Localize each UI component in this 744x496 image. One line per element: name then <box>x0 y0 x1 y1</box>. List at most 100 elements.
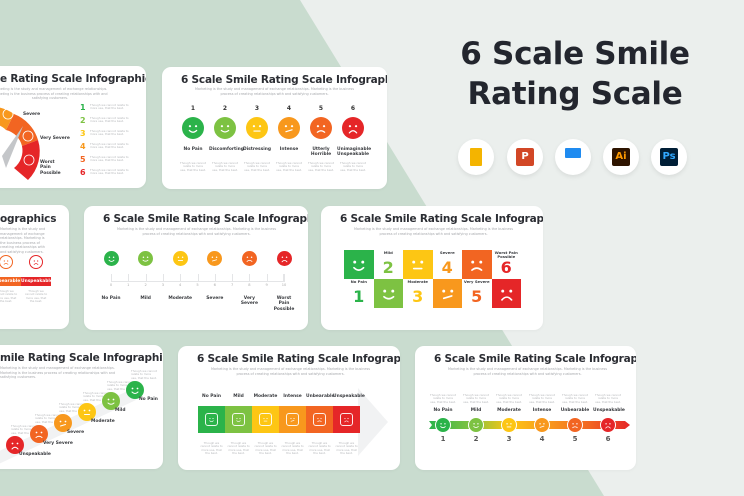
ruler-tick-label: 7 <box>230 283 234 287</box>
ruler-tick <box>145 274 147 282</box>
card-title: 6 Scale Smile Rating Scale Infographics <box>434 353 636 365</box>
face-icon <box>310 117 332 139</box>
powerpoint-icon: P <box>516 148 534 166</box>
scale-number: 4 <box>286 105 292 112</box>
card-subtitle: Marketing is the study and management of… <box>0 227 46 254</box>
card-title: e Rating Scale Infographics <box>0 73 146 85</box>
face-icon <box>172 251 188 266</box>
app-photoshop-button[interactable]: Ps <box>651 139 687 175</box>
scale-label: Very Severe <box>240 296 258 307</box>
gauge-description: Though we cannot relate to more use, tha… <box>90 142 129 150</box>
scale-label: Worst Pain Possible <box>273 296 295 312</box>
scale-number: 2 <box>222 105 228 112</box>
scale-label: No Pain <box>350 279 367 284</box>
scale-number: 3 <box>506 435 512 443</box>
ruler-tick-label: 3 <box>161 283 165 287</box>
ruler-tick <box>284 274 285 282</box>
scale-label: Unbearable <box>306 394 335 399</box>
scale-number: 1 <box>440 435 446 443</box>
scale-description: Though we cannot relate to more use, tha… <box>308 441 331 456</box>
scale-number: 2 <box>382 258 394 277</box>
face-icon <box>103 251 119 266</box>
ruler-tick-label: 6 <box>213 283 216 287</box>
face-icon <box>214 117 236 139</box>
app-keynote-button[interactable] <box>555 139 591 175</box>
arrow-head <box>358 388 388 456</box>
page-title-line-2: Rating Scale <box>467 76 683 112</box>
page-title: 6 Scale Smile Rating Scale <box>440 34 710 114</box>
scale-description: Though we cannot relate to more use, tha… <box>276 161 302 172</box>
ruler-tick <box>197 274 199 282</box>
card-title: mile Rating Scale Infographics <box>0 352 163 364</box>
scale-label: Moderate <box>91 419 115 424</box>
scale-label: Utterly Horrible <box>310 147 332 158</box>
gauge-number: 5 <box>80 155 86 164</box>
scale-label: Unbearable <box>0 277 21 286</box>
scale-label: Intense <box>283 394 302 399</box>
scale-description: Though we cannot relate to more use, tha… <box>335 441 358 456</box>
ruler-tick-label: 10 <box>281 283 287 287</box>
card-bar-partial[interactable]: ographics Marketing is the study and man… <box>0 205 69 329</box>
scale-label: Mild <box>115 408 126 413</box>
card-stairs[interactable]: mile Rating Scale Infographics Marketing… <box>0 345 163 469</box>
scale-label: Very Severe <box>43 441 73 446</box>
ruler-tick <box>266 274 268 282</box>
ruler-tick-label: 0 <box>109 283 113 287</box>
scale-label: Mild <box>470 408 482 413</box>
color-block <box>279 406 306 433</box>
scale-description: Though we cannot relate to more use, tha… <box>35 413 61 424</box>
ruler-tick <box>128 274 130 282</box>
card-line[interactable]: 6 Scale Smile Rating Scale Infographics … <box>415 346 636 470</box>
gauge-segment-worst <box>14 140 40 180</box>
app-illustrator-button[interactable]: Ai <box>603 139 639 175</box>
scale-description: Though we cannot relate to more use, tha… <box>131 369 157 380</box>
color-block <box>373 279 403 308</box>
scale-label: Intense <box>279 147 299 152</box>
scale-label: Distressing <box>242 147 271 152</box>
face-icon <box>126 381 144 399</box>
face-icon <box>30 425 48 443</box>
scale-label: No Pain <box>433 408 453 413</box>
scale-label: Moderate <box>168 296 193 301</box>
scale-label: Severe <box>206 296 224 301</box>
ruler-tick <box>232 274 233 282</box>
card-blocks[interactable]: 6 Scale Smile Rating Scale Infographics … <box>321 206 543 330</box>
card-title: 6 Scale Smile Rating Scale Infographics <box>181 74 387 86</box>
color-block <box>403 250 433 279</box>
scale-label: Unspeakable <box>593 408 625 413</box>
scale-number: 3 <box>254 105 260 112</box>
face-icon <box>6 436 24 454</box>
scale-label: Discomforting <box>209 147 244 152</box>
scale-description: Though we cannot relate to more use, tha… <box>281 441 304 456</box>
ruler-tick-label: 5 <box>196 283 199 287</box>
face-icon <box>501 417 517 433</box>
card-subtitle: Marketing is the study and management of… <box>116 227 277 236</box>
scale-description: Though we cannot relate to more use, tha… <box>463 393 489 404</box>
scale-label: Severe <box>439 250 455 255</box>
face-icon <box>246 117 268 139</box>
scale-label: Severe <box>67 430 85 435</box>
app-google-slides-button[interactable] <box>458 139 494 175</box>
ruler-tick <box>214 274 216 282</box>
scale-label: No Pain <box>101 296 121 301</box>
face-icon <box>534 417 550 433</box>
card-ruler[interactable]: 6 Scale Smile Rating Scale Infographics … <box>84 206 308 330</box>
page-title-line-1: 6 Scale Smile <box>460 36 690 72</box>
face-icon <box>259 413 272 426</box>
face-icon <box>286 413 299 426</box>
card-arrow[interactable]: 6 Scale Smile Rating Scale Infographics … <box>178 346 400 470</box>
card-gauge[interactable]: e Rating Scale Infographics Marketing is… <box>0 66 146 188</box>
face-icon <box>600 417 616 433</box>
google-slides-icon <box>470 148 482 166</box>
scale-description: Though we cannot relate to more use, tha… <box>254 441 277 456</box>
scale-label: Mild <box>383 250 393 255</box>
ruler-tick-label: 8 <box>248 283 251 287</box>
scale-description: Though we cannot relate to more use, tha… <box>244 161 270 172</box>
color-block <box>333 406 360 433</box>
card-title: ographics <box>0 213 57 225</box>
scale-label: No Pain <box>183 147 203 152</box>
scale-number: 6 <box>605 435 611 443</box>
scale-description: Though we cannot relate to more use, tha… <box>340 161 366 172</box>
app-powerpoint-button[interactable]: P <box>507 139 543 175</box>
card-faces[interactable]: 6 Scale Smile Rating Scale Infographics … <box>162 67 387 189</box>
